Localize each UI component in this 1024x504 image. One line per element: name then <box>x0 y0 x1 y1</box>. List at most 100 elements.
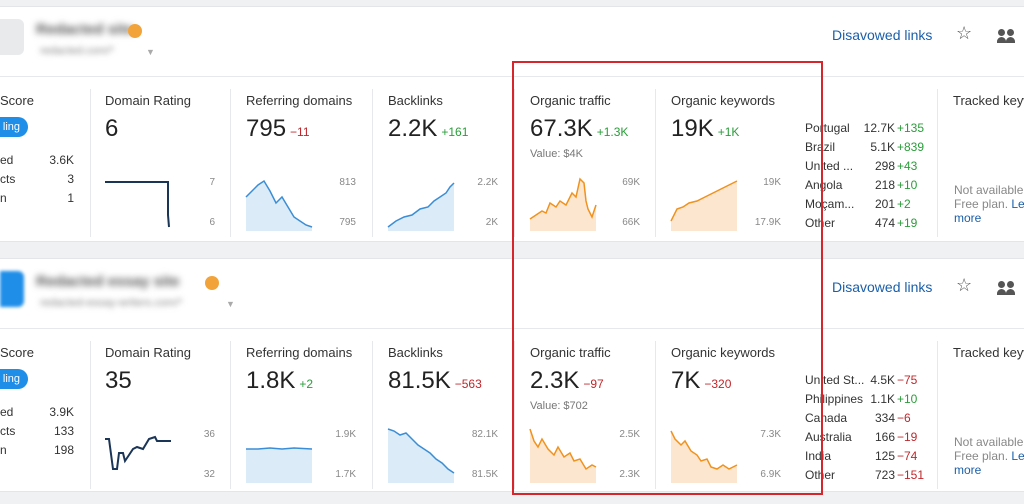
metric-delta: +1K <box>717 125 740 139</box>
axis-bottom: 2.3K <box>619 469 640 480</box>
project-card-1: Redacted essay site redacted-essay-write… <box>0 258 1024 492</box>
country-row[interactable]: Other 723 −151 <box>805 468 925 482</box>
country-row[interactable]: Moçam... 201 +2 <box>805 197 911 211</box>
project-card-0: Redacted site redacted.com/* ▼ Disavowed… <box>0 6 1024 242</box>
tracked-keywords-title: Tracked keywords <box>953 345 1024 360</box>
backlinks-metric[interactable]: Backlinks 81.5K −563 82.1K 81.5K <box>372 329 514 493</box>
traffic-value: Value: $4K <box>530 148 584 160</box>
axis-top: 82.1K <box>471 429 498 440</box>
divider <box>937 341 938 489</box>
metric-value: 6 <box>105 115 119 142</box>
organic-keywords-metric[interactable]: Organic keywords 19K +1K 19K 17.9K <box>655 77 795 241</box>
metric-value: 2.3K <box>530 367 580 394</box>
site-status-dot <box>205 276 219 290</box>
organic-keywords-metric[interactable]: Organic keywords 7K −320 7.3K 6.9K <box>655 329 795 493</box>
country-row[interactable]: Portugal 12.7K +135 <box>805 121 925 135</box>
site-name[interactable]: Redacted essay site <box>36 273 180 290</box>
metric-value: 2.2K <box>388 115 438 142</box>
metric-delta: −11 <box>290 125 310 139</box>
divider <box>655 341 656 489</box>
score-row: ed 3.9K <box>0 405 74 419</box>
site-name[interactable]: Redacted site <box>36 21 134 38</box>
country-row[interactable]: United ... 298 +43 <box>805 159 918 173</box>
learn-more-link[interactable]: Learn <box>1011 197 1024 211</box>
metric-title: Backlinks <box>388 93 443 108</box>
tracked-not-available: Not available Free plan. Learn more <box>954 183 1024 225</box>
disavowed-links-link[interactable]: Disavowed links <box>832 27 933 43</box>
organic-traffic-metric[interactable]: Organic traffic 67.3K +1.3K Value: $4K 69… <box>514 77 655 241</box>
divider <box>372 89 373 237</box>
score-title: Score <box>0 345 34 360</box>
metric-title: Domain Rating <box>105 345 191 360</box>
referring-domains-metric[interactable]: Referring domains 1.8K +2 1.9K 1.7K <box>230 329 372 493</box>
score-row: cts 133 <box>0 424 74 438</box>
axis-bottom: 6 <box>209 217 215 228</box>
axis-bottom: 32 <box>203 469 215 480</box>
metric-title: Organic traffic <box>530 93 611 108</box>
chevron-down-icon[interactable]: ▼ <box>226 299 235 309</box>
chevron-down-icon[interactable]: ▼ <box>146 47 155 57</box>
axis-top: 7.3K <box>760 429 781 440</box>
score-title: Score <box>0 93 34 108</box>
learn-more-link[interactable]: Learn <box>1011 449 1024 463</box>
axis-bottom: 66K <box>622 217 640 228</box>
country-row[interactable]: Angola 218 +10 <box>805 178 918 192</box>
metric-delta: −97 <box>583 377 604 391</box>
score-metric: Score ling ed 3.9K cts 133 n 198 <box>0 329 90 493</box>
organic-traffic-metric[interactable]: Organic traffic 2.3K −97 Value: $702 2.5K… <box>514 329 655 493</box>
axis-top: 69K <box>622 177 640 188</box>
learn-more-link[interactable]: more <box>954 211 982 225</box>
referring-domains-sparkline <box>245 179 313 231</box>
metric-value: 19K <box>671 115 714 142</box>
backlinks-sparkline <box>387 428 455 483</box>
metric-title: Domain Rating <box>105 93 191 108</box>
axis-top: 1.9K <box>335 429 356 440</box>
organic-traffic-sparkline <box>529 428 597 483</box>
country-row[interactable]: Australia 166 −19 <box>805 430 918 444</box>
site-favicon <box>0 19 24 55</box>
tracked-keywords-title: Tracked keywords <box>953 93 1024 108</box>
axis-top: 813 <box>339 177 356 188</box>
backlinks-metric[interactable]: Backlinks 2.2K +161 2.2K 2K <box>372 77 514 241</box>
domain-rating-metric[interactable]: Domain Rating 6 7 6 <box>90 77 230 241</box>
divider <box>90 341 91 489</box>
metric-value: 795 <box>246 115 287 142</box>
metric-value: 35 <box>105 367 132 394</box>
metric-title: Referring domains <box>246 93 353 108</box>
divider <box>514 89 515 237</box>
users-icon[interactable] <box>997 281 1015 295</box>
divider <box>230 341 231 489</box>
country-row[interactable]: Brazil 5.1K +839 <box>805 140 925 154</box>
users-icon[interactable] <box>997 29 1015 43</box>
country-row[interactable]: United St... 4.5K −75 <box>805 373 918 387</box>
domain-rating-sparkline <box>105 435 171 470</box>
disavowed-links-link[interactable]: Disavowed links <box>832 279 933 295</box>
score-badge[interactable]: ling <box>0 117 28 137</box>
axis-top: 2.2K <box>477 177 498 188</box>
divider <box>937 89 938 237</box>
metric-title: Backlinks <box>388 345 443 360</box>
star-icon[interactable]: ☆ <box>956 23 973 43</box>
country-row[interactable]: Canada 334 −6 <box>805 411 911 425</box>
site-url[interactable]: redacted.com/* <box>40 45 114 57</box>
axis-top: 19K <box>763 177 781 188</box>
axis-bottom: 6.9K <box>760 469 781 480</box>
site-url[interactable]: redacted-essay-writers.com/* <box>40 297 183 309</box>
divider <box>90 89 91 237</box>
country-row[interactable]: India 125 −74 <box>805 449 918 463</box>
referring-domains-metric[interactable]: Referring domains 795 −11 813 795 <box>230 77 372 241</box>
domain-rating-metric[interactable]: Domain Rating 35 36 32 <box>90 329 230 493</box>
country-row[interactable]: Philippines 1.1K +10 <box>805 392 918 406</box>
learn-more-link[interactable]: more <box>954 463 982 477</box>
star-icon[interactable]: ☆ <box>956 275 973 295</box>
axis-bottom: 2K <box>485 217 498 228</box>
metric-value: 7K <box>671 367 701 394</box>
score-badge[interactable]: ling <box>0 369 28 389</box>
score-row: ed 3.6K <box>0 153 74 167</box>
axis-bottom: 1.7K <box>335 469 356 480</box>
country-row[interactable]: Other 474 +19 <box>805 216 918 230</box>
backlinks-sparkline <box>387 182 455 231</box>
traffic-value: Value: $702 <box>530 400 588 412</box>
